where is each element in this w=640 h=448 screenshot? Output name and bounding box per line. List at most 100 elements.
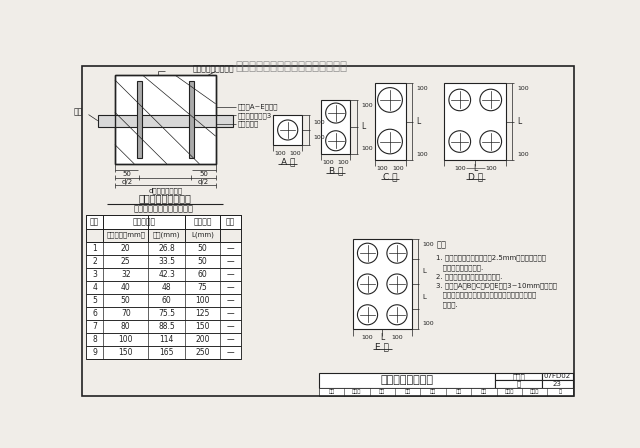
Text: 100: 100 [313,120,325,125]
Text: 100: 100 [289,151,301,155]
Text: 100: 100 [275,151,286,155]
Text: 焊接: 焊接 [74,107,83,116]
Text: 100: 100 [417,86,428,91]
Circle shape [358,274,378,294]
Text: 50: 50 [198,257,207,266]
Text: 设计: 设计 [481,389,487,394]
Text: 100: 100 [422,242,434,247]
Text: 100: 100 [362,103,373,108]
Circle shape [378,88,403,112]
Text: 100: 100 [454,166,465,171]
Text: 100: 100 [417,152,428,157]
Text: 宁庆: 宁庆 [456,389,461,394]
Text: 60: 60 [162,296,172,305]
Text: 100: 100 [323,160,334,165]
Text: 23: 23 [553,381,562,387]
Text: L: L [417,117,420,126]
Text: 3. 密闭肋A、B、C、D、E型为3~10mm厚的热镀: 3. 密闭肋A、B、C、D、E型为3~10mm厚的热镀 [436,282,557,289]
Text: 100: 100 [517,86,529,91]
Text: 校对: 校对 [404,389,411,394]
Text: 7: 7 [92,322,97,331]
Bar [542,380,573,388]
Text: 公称直径（mm）: 公称直径（mm） [106,232,145,238]
Text: 100: 100 [118,335,133,345]
Bar [273,116,303,145]
Text: 40: 40 [121,283,131,292]
Circle shape [387,305,407,325]
Text: D 型: D 型 [468,172,483,181]
Text: 32: 32 [121,270,131,279]
Text: —: — [227,335,234,345]
Bar [319,373,495,388]
Text: 筋焊牢.: 筋焊牢. [436,301,458,307]
Text: 1. 穿墙管应采用壁厚不小于2.5mm的热镀锌钢管，: 1. 穿墙管应采用壁厚不小于2.5mm的热镀锌钢管， [436,255,547,261]
Text: 100: 100 [376,166,388,171]
Text: 注：: 注： [436,240,447,249]
Text: 1: 1 [92,244,97,253]
Text: 密闭肋A~E型见图: 密闭肋A~E型见图 [237,103,278,110]
Text: —: — [227,283,234,292]
Text: 密闭肋材料见注3: 密闭肋材料见注3 [237,112,271,119]
Text: 100: 100 [195,296,210,305]
Text: —: — [227,322,234,331]
Text: 8: 8 [92,335,97,345]
Bar [189,82,194,158]
Text: 图案号: 图案号 [512,373,525,380]
Bar [86,281,241,294]
Text: 75: 75 [198,283,207,292]
Text: 序号: 序号 [90,218,99,227]
Bar [98,115,233,127]
Text: 本资料仅供内部使用，严禁用于商业: 本资料仅供内部使用，严禁用于商业 [235,60,347,73]
Text: 100: 100 [422,321,434,326]
Text: 管距尺寸: 管距尺寸 [193,218,212,227]
Text: 125: 125 [195,309,210,318]
Text: 75.5: 75.5 [158,309,175,318]
Bar [353,238,412,329]
Text: —: — [227,309,234,318]
Circle shape [387,274,407,294]
Text: 100: 100 [391,336,403,340]
Text: 热镀锌钢管: 热镀锌钢管 [132,218,156,227]
Text: 60: 60 [198,270,207,279]
Text: 150: 150 [118,349,133,358]
Text: 50: 50 [198,244,207,253]
Text: d（密闭墙厚度）: d（密闭墙厚度） [148,188,182,194]
Text: 穿墙管密闭肋详图: 穿墙管密闭肋详图 [381,375,433,385]
Text: 150: 150 [195,322,210,331]
Text: L: L [380,333,385,342]
Text: 100: 100 [313,135,325,140]
Circle shape [358,243,378,263]
Bar [319,388,573,396]
Bar [136,82,142,158]
Text: 6: 6 [92,309,97,318]
Text: 165: 165 [159,349,174,358]
Text: 20: 20 [121,244,131,253]
Bar [86,320,241,333]
Circle shape [449,89,470,111]
Text: 42.3: 42.3 [158,270,175,279]
Bar [86,268,241,281]
Text: 张红英: 张红英 [530,389,540,394]
Text: 100: 100 [392,166,404,171]
Text: 88.5: 88.5 [159,322,175,331]
Text: 80: 80 [121,322,131,331]
Bar [495,380,542,388]
Text: 07FD02: 07FD02 [544,373,571,379]
Text: L: L [422,294,426,300]
Bar [86,307,241,320]
Bar [542,373,573,380]
Text: 114: 114 [159,335,174,345]
Text: 2: 2 [92,257,97,266]
Text: —: — [227,270,234,279]
Bar [86,346,241,359]
Text: 罗洁: 罗洁 [430,389,436,394]
Text: 备注: 备注 [226,218,235,227]
Circle shape [449,131,470,152]
Bar [321,100,351,154]
Text: 50: 50 [122,171,131,177]
Text: L: L [473,164,477,173]
Bar [495,373,542,380]
Text: 4: 4 [92,283,97,292]
Text: L: L [422,268,426,274]
Circle shape [387,243,407,263]
